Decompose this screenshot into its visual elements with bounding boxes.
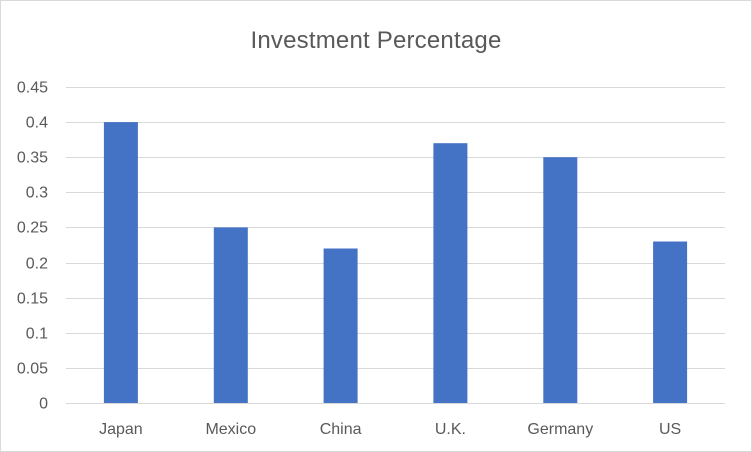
y-tick-label: 0	[39, 396, 48, 413]
bar-mexico	[213, 227, 248, 403]
x-tick-label: Japan	[99, 421, 143, 438]
y-tick-label: 0.15	[17, 291, 48, 308]
gridlines	[66, 87, 725, 404]
x-tick-label: Mexico	[205, 421, 256, 438]
x-axis: Japan Mexico China U.K. Germany US	[99, 421, 681, 438]
x-tick-label: Germany	[527, 421, 593, 438]
x-tick-label: China	[320, 421, 362, 438]
bar-germany	[543, 157, 578, 403]
y-tick-label: 0.4	[26, 115, 48, 132]
x-tick-label: U.K.	[435, 421, 466, 438]
bar-u-k	[433, 143, 468, 403]
y-tick-label: 0.35	[17, 150, 48, 167]
bar-japan	[103, 122, 138, 403]
x-tick-label: US	[659, 421, 681, 438]
y-tick-label: 0.2	[26, 256, 48, 273]
bar-china	[323, 248, 358, 403]
y-tick-label: 0.25	[17, 220, 48, 237]
y-tick-label: 0.45	[17, 80, 48, 97]
bar-us	[653, 241, 688, 403]
y-tick-label: 0.3	[26, 185, 48, 202]
y-tick-label: 0.05	[17, 361, 48, 378]
y-axis: 0 0.05 0.1 0.15 0.2 0.25 0.3 0.35 0.4 0.45	[17, 80, 48, 413]
y-tick-label: 0.1	[26, 326, 48, 343]
chart-title: Investment Percentage	[250, 27, 502, 54]
bars	[103, 122, 688, 403]
